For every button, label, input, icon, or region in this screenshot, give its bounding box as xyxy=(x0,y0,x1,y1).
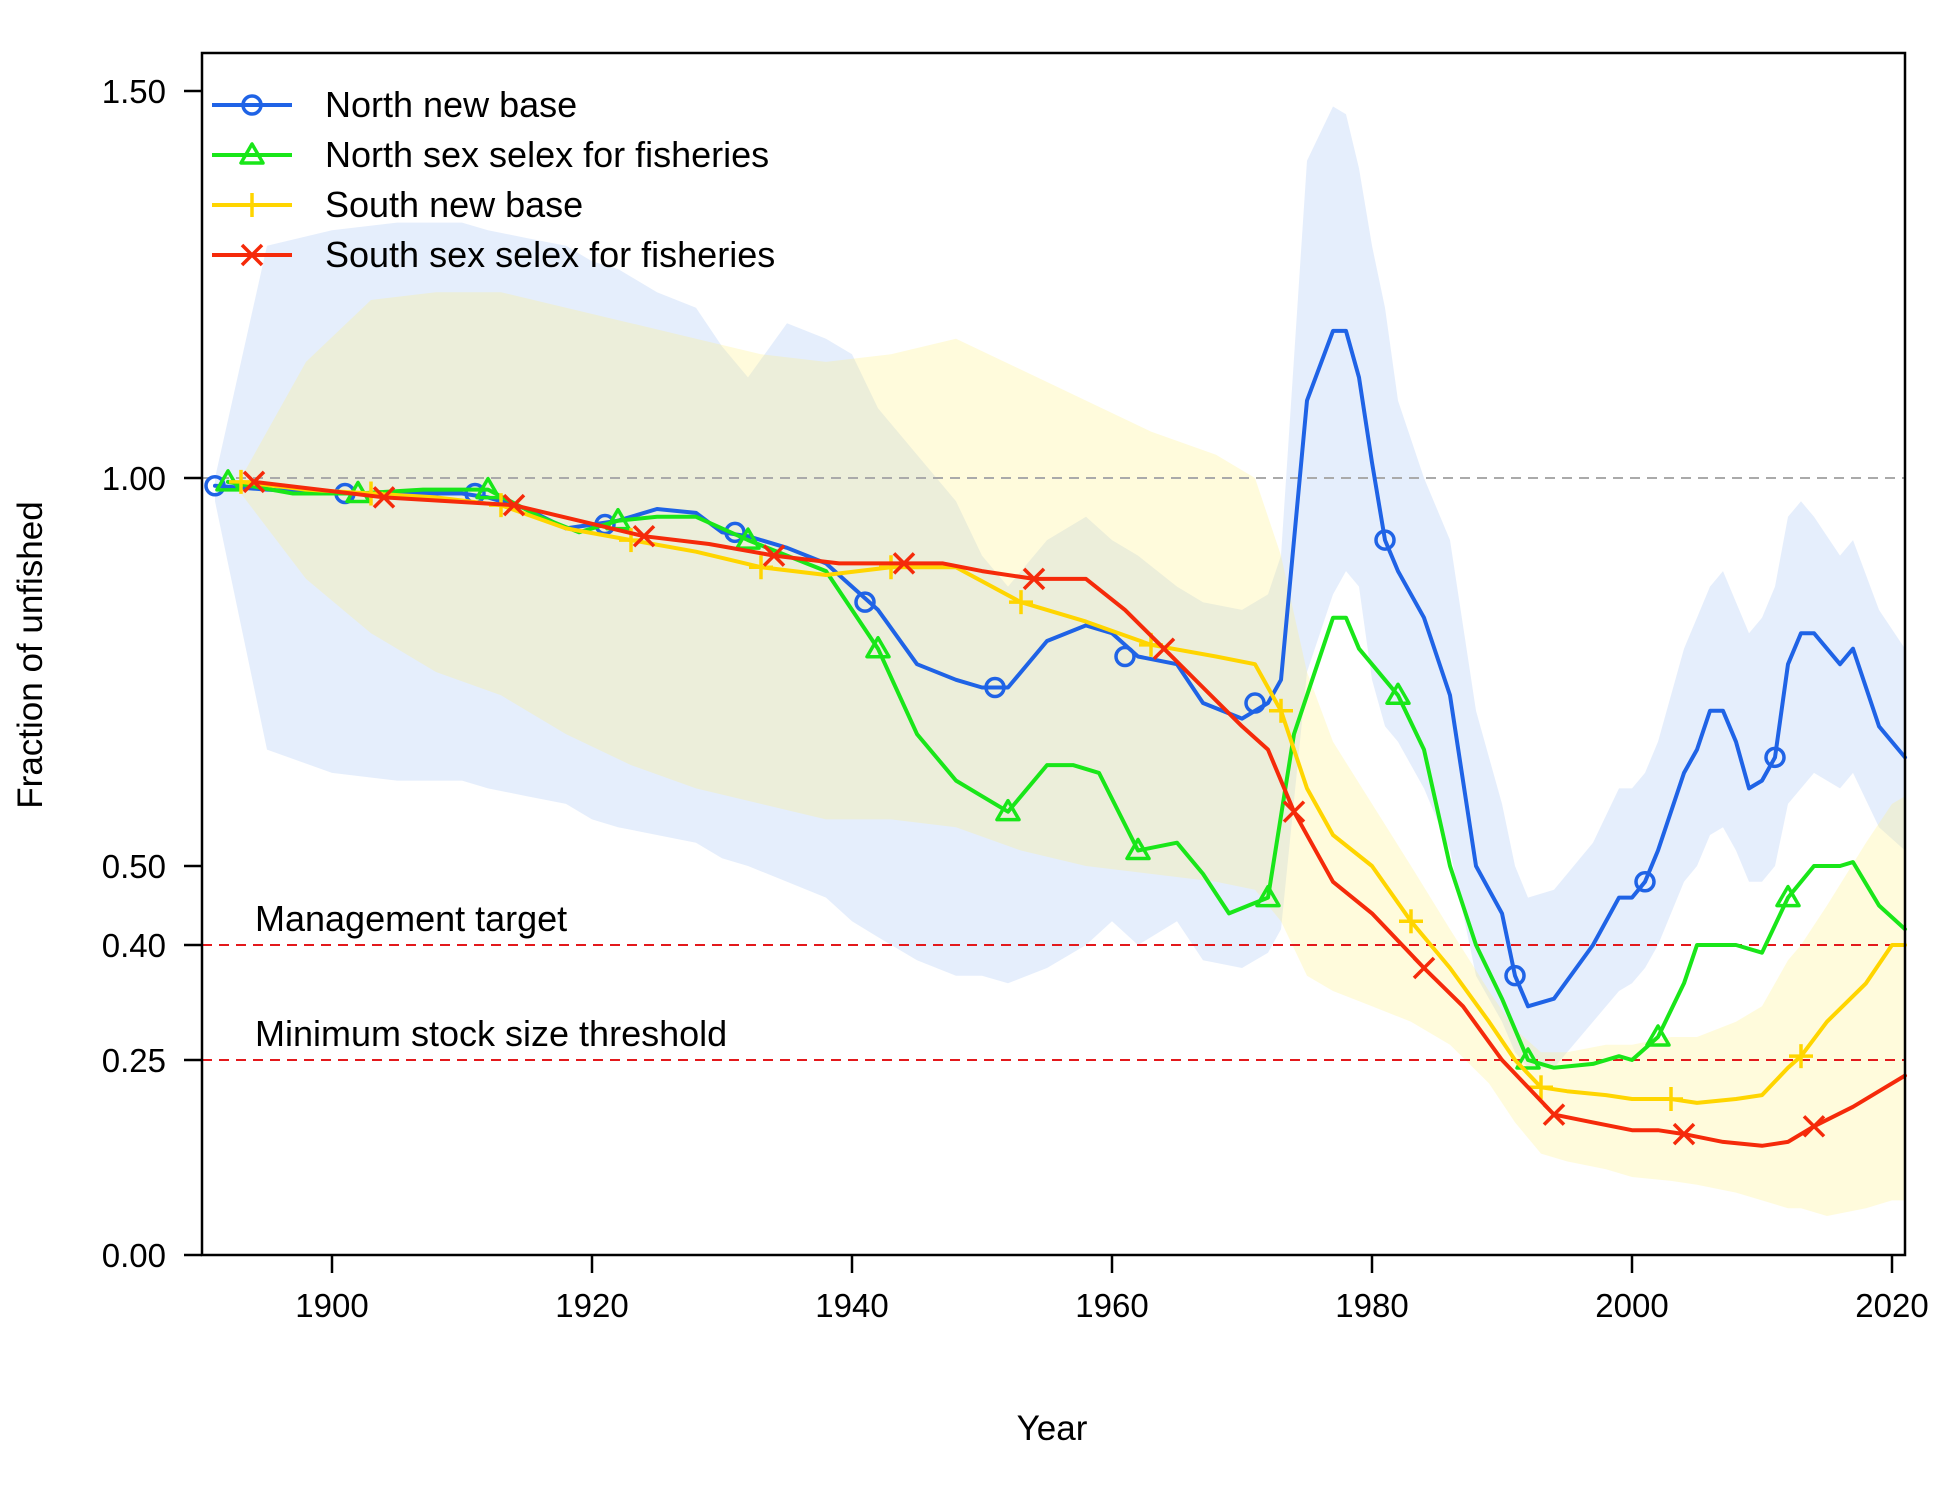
legend-label-3: South sex selex for fisheries xyxy=(325,234,775,275)
series-0-point-11 xyxy=(1634,871,1656,893)
y-tick-label-2: 0.40 xyxy=(102,927,166,964)
x-tick-label-6: 2020 xyxy=(1855,1287,1928,1324)
y-tick-label-1: 0.25 xyxy=(102,1042,166,1079)
series-line-3 xyxy=(252,479,1907,1148)
legend-label-2: South new base xyxy=(325,184,583,225)
series-lines xyxy=(204,328,1907,1148)
axes: 1900 1920 1940 1960 1980 2000 2020 0.00 0.25 0.40… xyxy=(102,51,1929,1324)
y-axis-label: Fraction of unfished xyxy=(11,501,50,808)
series-3-point-10 xyxy=(1542,1103,1566,1126)
series-0-point-10 xyxy=(1504,964,1526,987)
series-1-point-4 xyxy=(735,527,761,550)
legend: North new base North sex selex for fisher… xyxy=(212,84,775,275)
legend-marker-3 xyxy=(240,243,264,267)
series-3-point-0 xyxy=(242,470,266,494)
x-tick-label-1: 1920 xyxy=(555,1287,628,1324)
series-0-point-8 xyxy=(1244,692,1266,714)
series-1-point-8 xyxy=(1255,884,1281,908)
series-2-point-12 xyxy=(1789,1044,1813,1069)
series-3-point-2 xyxy=(502,493,526,517)
series-2-point-4 xyxy=(749,555,773,580)
y-tick-label-3: 0.50 xyxy=(102,848,166,885)
reference-label-1: Management target xyxy=(255,898,567,939)
series-3-point-6 xyxy=(1022,567,1046,591)
series-2-point-10 xyxy=(1529,1075,1553,1100)
series-1-point-7 xyxy=(1125,837,1151,861)
legend-marker-2 xyxy=(240,193,264,217)
series-1-point-2 xyxy=(475,476,501,500)
series-3-point-7 xyxy=(1152,637,1176,660)
y-tick-label-0: 0.00 xyxy=(102,1237,166,1274)
legend-marker-0 xyxy=(241,94,263,116)
legend-label-0: North new base xyxy=(325,84,577,125)
series-2-point-9 xyxy=(1399,909,1423,934)
legend-item-2: South new base xyxy=(212,184,583,225)
series-1-point-6 xyxy=(995,798,1021,822)
series-0-point-0 xyxy=(204,475,226,497)
confidence-bands xyxy=(215,106,1905,1216)
x-tick-label-3: 1960 xyxy=(1075,1287,1148,1324)
legend-item-0: North new base xyxy=(212,84,577,125)
series-0-point-12 xyxy=(1764,746,1786,769)
series-0-point-5 xyxy=(854,591,876,613)
ci-band-2 xyxy=(241,292,1905,1216)
series-3-point-8 xyxy=(1282,800,1306,823)
series-3-point-11 xyxy=(1672,1122,1696,1146)
series-1-point-12 xyxy=(1775,884,1801,908)
x-axis-label: Year xyxy=(1017,1409,1088,1448)
series-2-point-6 xyxy=(1009,590,1033,615)
reference-label-2: Minimum stock size threshold xyxy=(255,1013,727,1054)
series-1-point-5 xyxy=(865,635,891,659)
legend-item-3: South sex selex for fisheries xyxy=(212,234,775,275)
series-3-point-5 xyxy=(892,552,916,575)
series-2-point-0 xyxy=(229,469,253,494)
series-0-point-6 xyxy=(984,676,1006,699)
x-tick-label-2: 1940 xyxy=(815,1287,888,1324)
series-line-1 xyxy=(226,479,1907,1070)
series-0-point-9 xyxy=(1374,529,1396,551)
y-tick-label-4: 1.00 xyxy=(102,460,166,497)
series-3-point-3 xyxy=(632,524,656,548)
series-1-point-10 xyxy=(1515,1047,1541,1070)
series-line-0 xyxy=(213,328,1907,1009)
series-3-point-9 xyxy=(1412,956,1436,980)
y-tick-label-5: 1.50 xyxy=(102,73,166,110)
legend-label-1: North sex selex for fisheries xyxy=(325,134,769,175)
plot-frame xyxy=(200,51,1907,1257)
x-tick-label-4: 1980 xyxy=(1335,1287,1408,1324)
series-2-point-8 xyxy=(1269,698,1293,723)
series-1-point-11 xyxy=(1645,1024,1671,1047)
ci-band-0 xyxy=(215,106,1905,1068)
legend-marker-1 xyxy=(239,142,265,165)
series-3-point-1 xyxy=(372,486,396,509)
x-tick-label-0: 1900 xyxy=(295,1287,368,1324)
series-2-point-11 xyxy=(1659,1087,1683,1111)
legend-item-1: North sex selex for fisheries xyxy=(212,134,769,175)
series-0-point-7 xyxy=(1114,645,1136,668)
x-tick-label-5: 2000 xyxy=(1595,1287,1668,1324)
series-3-point-4 xyxy=(762,544,786,567)
series-3-point-12 xyxy=(1802,1115,1826,1138)
series-1-point-9 xyxy=(1385,682,1411,706)
reference-lines: Management target Minimum stock size thre… xyxy=(202,477,1905,1061)
